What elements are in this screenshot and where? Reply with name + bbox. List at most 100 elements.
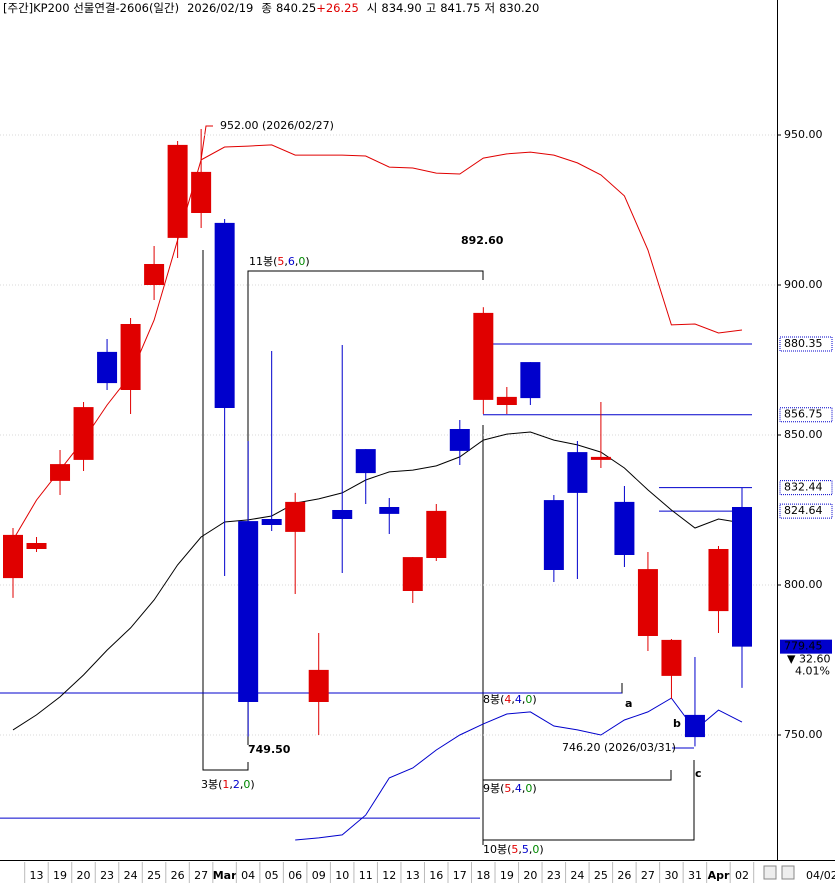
candle-body [708,548,729,612]
x-tick-label: 26 [617,869,631,882]
candle-body [332,509,353,519]
x-tick-label: 13 [406,869,420,882]
x-tick-label: 06 [288,869,302,882]
y-tick-label: 750.00 [784,728,823,741]
header-item: 840.25 [276,1,316,15]
tool-button[interactable] [763,865,777,880]
y-tick-label: 800.00 [784,578,823,591]
annotation-part: 0 [243,778,250,791]
header-item: 고 [426,1,437,15]
candle-body [614,501,635,555]
x-tick-label: 27 [194,869,208,882]
x-tick-label: 24 [570,869,584,882]
x-tick-label: 26 [171,869,185,882]
y-tick-label: 850.00 [784,428,823,441]
annotation-part: 0 [525,782,532,795]
candle-body [308,669,329,702]
x-tick-label: 19 [500,869,514,882]
candle-body [167,144,188,238]
annotation-part: 8봉( [483,693,504,706]
bracket [202,250,249,771]
candle-body [496,396,517,405]
header-item: [주간]KP200 선물연결-2606(일간) [3,1,179,15]
annotation-part: , [240,778,244,791]
annotation-part: , [511,693,515,706]
x-tick-label: Mar [213,869,237,882]
x-tick-label: 30 [664,869,678,882]
annotation-part: , [518,843,522,856]
annotation-part: 4 [504,693,511,706]
x-tick-label: 16 [429,869,443,882]
candle-body [73,407,94,460]
candle-body [355,449,376,474]
x-tick-label: 25 [594,869,608,882]
y-tick-label: 950.00 [784,128,823,141]
annotation: 8봉(4,4,0) [483,693,537,706]
candle-body [97,351,118,384]
annotation-part: 3봉( [201,778,222,791]
x-tick-label: 24 [124,869,138,882]
candle-body [26,542,47,549]
annotation-part: 5 [504,782,511,795]
price-label: 856.75 [784,408,823,421]
candle-body [637,569,658,636]
x-tick-label: 12 [382,869,396,882]
annotation-part: , [295,255,299,268]
header-item: 저 [484,1,495,15]
candle-body [191,171,212,213]
annotation-part: ) [250,778,254,791]
indicator-line [12,431,743,731]
candle-body [684,714,705,738]
x-tick-label: 20 [523,869,537,882]
candle-body [661,639,682,676]
candle-body [543,500,564,570]
x-tick-label: 05 [265,869,279,882]
peak-leader [200,125,213,161]
candle-body [238,521,259,702]
date-label: 04/02 [806,869,835,882]
candle-body [261,518,282,525]
y-tick-label: 900.00 [784,278,823,291]
x-tick-label: 18 [476,869,490,882]
tool-button[interactable] [781,865,795,880]
x-tick-label: 25 [147,869,161,882]
candle-body [379,506,400,514]
header-item: +26.25 [316,1,359,15]
header-item: 종 [261,1,272,15]
price-label: 832.44 [784,481,823,494]
header-item: 시 [367,1,378,15]
annotation: 3봉(1,2,0) [201,778,255,791]
price-box [779,336,833,352]
annotation-part: 4 [515,782,522,795]
x-tick-label: 27 [641,869,655,882]
annotation-part: 4 [515,693,522,706]
annotation-part: 0 [525,693,532,706]
annotation-part: ) [539,843,543,856]
price-box [779,503,833,519]
x-tick-label: 11 [359,869,373,882]
annotation-part: ) [305,255,309,268]
x-tick-label: 10 [335,869,349,882]
candle-body [567,452,588,493]
annotation-part: , [529,843,533,856]
candle-body [426,510,447,558]
x-tick-label: 02 [735,869,749,882]
x-tick-label: 13 [30,869,44,882]
candle-body [449,428,470,451]
annotation-part: 1 [222,778,229,791]
last-change: ▼ 32.60 [787,653,830,666]
annotation: 10봉(5,5,0) [483,843,544,856]
header-item: 834.90 [381,1,421,15]
last-price-label: 779.45 [784,640,823,653]
annotation-part: 9봉( [483,782,504,795]
x-tick-label: 23 [547,869,561,882]
peak-label: 952.00 (2026/02/27) [220,119,334,132]
annotation: 11봉(5,6,0) [249,255,310,268]
header-item: 2026/02/19 [187,1,253,15]
price-label: 824.64 [784,504,823,517]
annotation-part: 2 [233,778,240,791]
annotation-part: , [522,782,526,795]
annotation-part: 5 [522,843,529,856]
